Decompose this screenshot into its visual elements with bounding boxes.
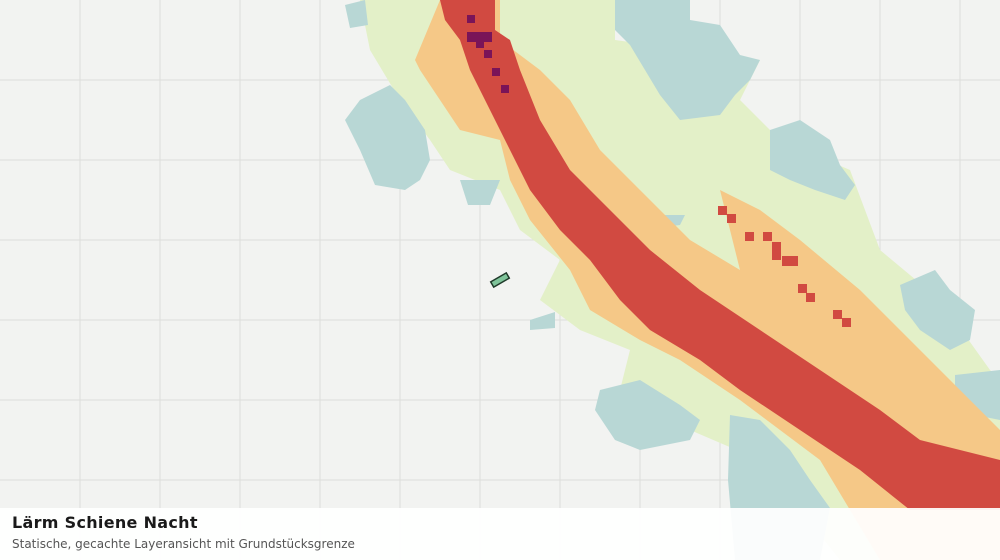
- water-patches: [345, 0, 1000, 560]
- layer-title: Lärm Schiene Nacht: [12, 513, 198, 532]
- layer-subtitle: Statische, gecachte Layeransicht mit Gru…: [12, 537, 355, 551]
- noise-peak: [467, 15, 509, 93]
- noise-zone-high: [440, 0, 1000, 510]
- legend-footer: Lärm Schiene Nacht Statische, gecachte L…: [0, 508, 1000, 560]
- parcel-boundary[interactable]: [489, 271, 511, 289]
- noise-spots: [718, 206, 851, 327]
